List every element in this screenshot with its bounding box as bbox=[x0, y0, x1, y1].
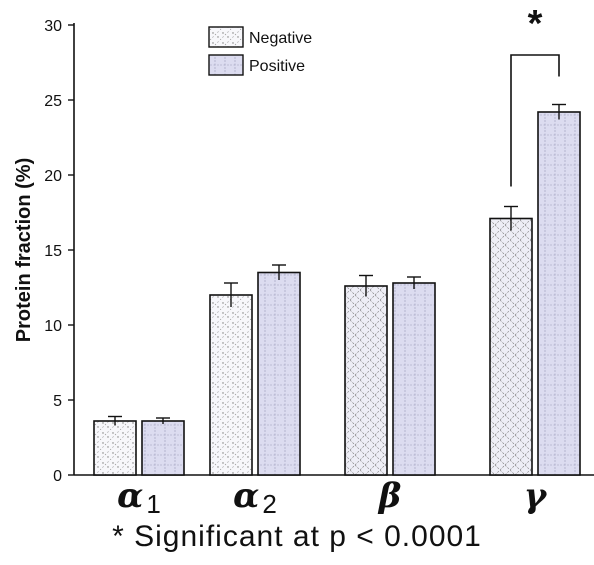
x-tick-label: β bbox=[377, 476, 402, 516]
legend: Negative Positive bbox=[208, 26, 312, 76]
y-tick-label: 20 bbox=[44, 168, 62, 185]
y-tick-label: 15 bbox=[44, 243, 62, 260]
bar-positive-2 bbox=[257, 271, 301, 476]
legend-label-negative: Negative bbox=[249, 30, 312, 47]
bar-negative-3 bbox=[344, 285, 388, 476]
footnote: * Significant at p < 0.0001 bbox=[112, 520, 482, 553]
y-tick-label: 30 bbox=[44, 18, 62, 35]
significance-annotation: * bbox=[510, 3, 560, 187]
legend-swatch-positive bbox=[208, 54, 244, 76]
error-bars bbox=[108, 103, 566, 426]
y-tick-label: 5 bbox=[53, 393, 62, 410]
bar-negative-2 bbox=[209, 294, 253, 476]
significance-bracket bbox=[510, 54, 560, 187]
bars bbox=[93, 111, 581, 476]
bar-negative-4 bbox=[489, 217, 533, 476]
significance-star: * bbox=[528, 3, 543, 45]
y-tick-label: 10 bbox=[44, 318, 62, 335]
tick-labels: 0 5 10 15 20 25 30 Protein fraction (%) α 1 α 2 β γ bbox=[13, 18, 548, 519]
bar-negative-1 bbox=[93, 420, 137, 476]
bar-positive-4 bbox=[537, 111, 581, 476]
x-tick-label: γ bbox=[524, 476, 548, 516]
y-tick-label: 25 bbox=[44, 93, 62, 110]
y-tick-label: 0 bbox=[53, 468, 62, 485]
bar-positive-3 bbox=[392, 282, 436, 476]
y-axis-title: Protein fraction (%) bbox=[13, 158, 35, 342]
bar-positive-1 bbox=[141, 420, 185, 476]
legend-swatch-negative bbox=[208, 26, 244, 48]
legend-label-positive: Positive bbox=[249, 58, 305, 75]
